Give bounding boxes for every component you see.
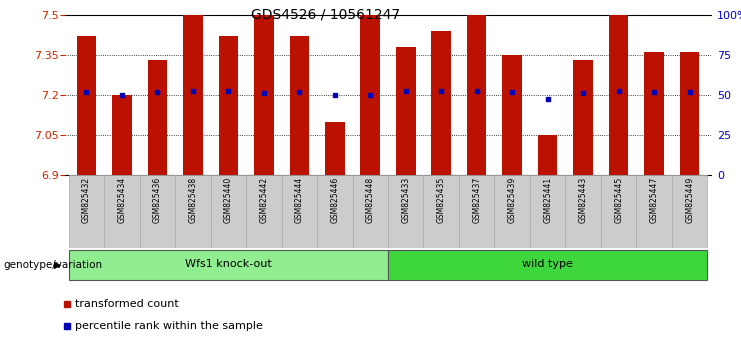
Bar xyxy=(69,175,104,248)
Bar xyxy=(672,175,708,248)
Bar xyxy=(637,175,672,248)
Text: GSM825436: GSM825436 xyxy=(153,177,162,223)
Bar xyxy=(282,175,317,248)
Text: GSM825442: GSM825442 xyxy=(259,177,268,223)
Bar xyxy=(254,15,273,175)
Bar xyxy=(396,47,416,175)
Bar xyxy=(360,15,380,175)
Bar xyxy=(219,36,238,175)
Text: GSM825432: GSM825432 xyxy=(82,177,91,223)
Bar xyxy=(353,175,388,248)
Bar xyxy=(459,175,494,248)
Bar xyxy=(530,175,565,248)
Text: transformed count: transformed count xyxy=(75,299,179,309)
Bar xyxy=(388,175,424,248)
Bar xyxy=(317,175,353,248)
Text: GSM825433: GSM825433 xyxy=(401,177,411,223)
Text: GSM825437: GSM825437 xyxy=(472,177,481,223)
Bar xyxy=(565,175,601,248)
Bar xyxy=(104,175,139,248)
Text: genotype/variation: genotype/variation xyxy=(4,260,103,270)
Bar xyxy=(175,175,210,248)
Bar xyxy=(609,15,628,175)
Text: GSM825444: GSM825444 xyxy=(295,177,304,223)
Bar xyxy=(424,175,459,248)
Text: GSM825441: GSM825441 xyxy=(543,177,552,223)
Bar xyxy=(494,175,530,248)
Bar xyxy=(139,175,175,248)
Text: GSM825439: GSM825439 xyxy=(508,177,516,223)
Bar xyxy=(680,52,700,175)
Bar xyxy=(76,36,96,175)
Bar xyxy=(112,95,132,175)
Text: GSM825449: GSM825449 xyxy=(685,177,694,223)
Bar xyxy=(574,60,593,175)
Text: GSM825445: GSM825445 xyxy=(614,177,623,223)
Bar xyxy=(388,250,708,280)
Text: Wfs1 knock-out: Wfs1 knock-out xyxy=(185,259,272,269)
Text: GSM825440: GSM825440 xyxy=(224,177,233,223)
Text: GSM825448: GSM825448 xyxy=(366,177,375,223)
Bar xyxy=(246,175,282,248)
Bar xyxy=(502,55,522,175)
Bar xyxy=(538,135,557,175)
Bar xyxy=(147,60,167,175)
Text: GSM825435: GSM825435 xyxy=(436,177,446,223)
Bar xyxy=(601,175,637,248)
Text: wild type: wild type xyxy=(522,259,573,269)
Text: GSM825438: GSM825438 xyxy=(188,177,197,223)
Bar xyxy=(467,15,487,175)
Text: GSM825443: GSM825443 xyxy=(579,177,588,223)
Bar xyxy=(431,31,451,175)
Bar xyxy=(210,175,246,248)
Text: GDS4526 / 10561247: GDS4526 / 10561247 xyxy=(251,7,401,21)
Text: GSM825447: GSM825447 xyxy=(650,177,659,223)
Text: GSM825434: GSM825434 xyxy=(117,177,126,223)
Bar xyxy=(645,52,664,175)
Bar xyxy=(183,15,202,175)
Text: ▶: ▶ xyxy=(54,260,62,270)
Bar xyxy=(325,122,345,175)
Text: percentile rank within the sample: percentile rank within the sample xyxy=(75,321,262,331)
Bar xyxy=(290,36,309,175)
Text: GSM825446: GSM825446 xyxy=(330,177,339,223)
Bar xyxy=(69,250,388,280)
